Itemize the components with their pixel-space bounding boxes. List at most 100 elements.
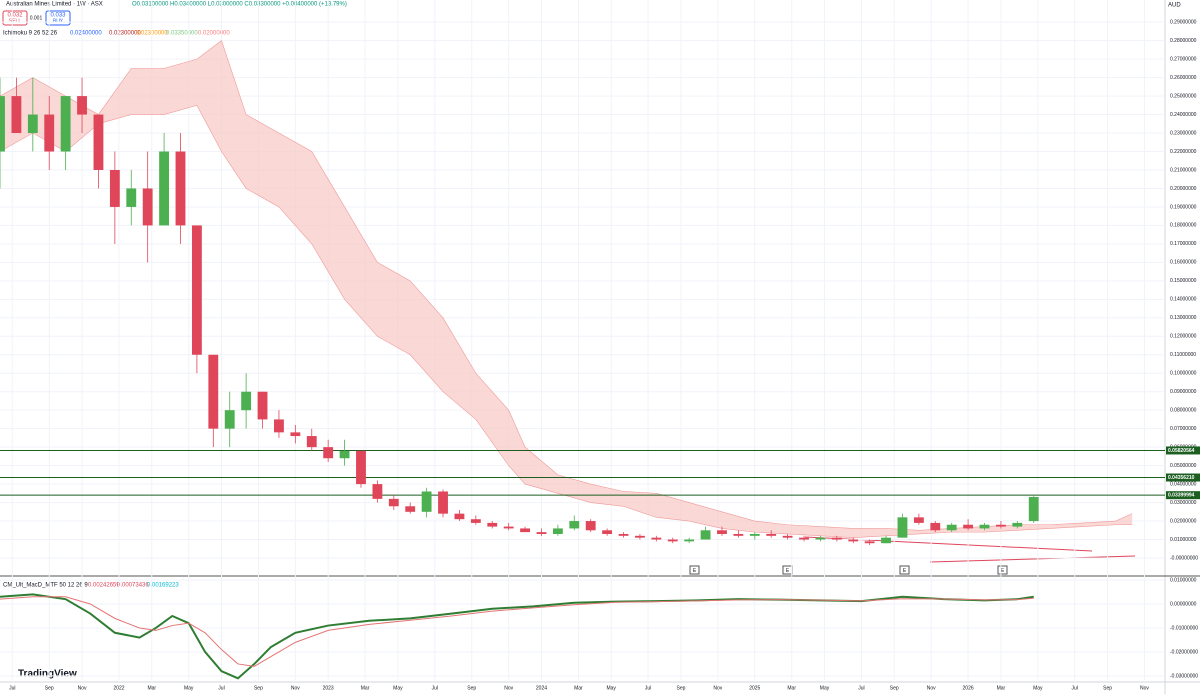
spread: 0.001 bbox=[30, 15, 43, 21]
y-tick-label: 0.23000000 bbox=[1170, 130, 1197, 136]
candle-body bbox=[44, 114, 55, 152]
event-box[interactable] bbox=[997, 565, 1008, 575]
y-tick-label: 0.03000000 bbox=[1170, 500, 1197, 506]
candle-body bbox=[487, 522, 498, 527]
indicator-value: 0.00169223 bbox=[147, 583, 179, 589]
y-tick-label: 0.27000000 bbox=[1170, 56, 1197, 62]
indicator-value: 0.03350000 bbox=[166, 31, 198, 37]
level-label-box bbox=[1166, 446, 1200, 455]
y-tick-label: 0.02000000 bbox=[1170, 518, 1197, 524]
y-tick-label: 0.24000000 bbox=[1170, 112, 1197, 118]
x-tick-label: May bbox=[606, 685, 616, 691]
candle-body bbox=[651, 537, 662, 540]
candle-body bbox=[503, 526, 514, 529]
y-tick-label: 0.19000000 bbox=[1170, 204, 1197, 210]
y-tick-label: 0.09000000 bbox=[1170, 389, 1197, 395]
candle-body bbox=[700, 530, 711, 540]
candle-body bbox=[979, 524, 990, 529]
sell-button[interactable] bbox=[2, 10, 28, 26]
buy-price: 0.033 bbox=[50, 13, 66, 19]
y-tick-label: 0.10000000 bbox=[1170, 371, 1197, 377]
candle-body bbox=[635, 535, 645, 538]
logo: TradingView bbox=[18, 669, 77, 680]
y-tick-label: 0.07000000 bbox=[1170, 426, 1197, 432]
header: Australian Mines Limited · 1W · ASX O0.0… bbox=[2, 2, 1181, 26]
indicator-name: CM_Ult_MacD_MTF 50 12 26 9 bbox=[3, 583, 88, 589]
level-label-box bbox=[1166, 473, 1200, 482]
candle-body bbox=[372, 484, 383, 499]
candle-body bbox=[766, 533, 777, 536]
event-label: E bbox=[693, 568, 697, 574]
level-label: 0.05820564 bbox=[1168, 448, 1195, 454]
sell-price: 0.032 bbox=[7, 13, 23, 19]
x-tick-label: Jul bbox=[1072, 685, 1078, 691]
y-tick-label: 0.16000000 bbox=[1170, 260, 1197, 266]
candle-body bbox=[749, 533, 760, 536]
trend-line bbox=[929, 555, 1136, 563]
event-box[interactable] bbox=[899, 565, 910, 575]
event-label: E bbox=[786, 568, 790, 574]
candle-body bbox=[585, 521, 596, 531]
y-tick-label: 0.01000000 bbox=[1170, 537, 1197, 543]
y-tick-label: 0.22000000 bbox=[1170, 149, 1197, 155]
candle-body bbox=[421, 491, 432, 512]
macd-legend: CM_Ult_MacD_MTF 50 12 26 9 0.00242659 0.… bbox=[3, 583, 179, 589]
level-label: 0.04356210 bbox=[1168, 475, 1195, 481]
candle-body bbox=[175, 151, 186, 226]
indicator-name: Ichimoku 9 26 52 26 bbox=[3, 31, 58, 37]
x-tick-label: Mar bbox=[997, 685, 1006, 691]
candle-body bbox=[963, 524, 974, 529]
candle-body bbox=[799, 537, 809, 540]
candle-body bbox=[306, 436, 317, 448]
x-tick-label: Sep bbox=[1103, 685, 1112, 691]
x-tick-label: 2026 bbox=[963, 685, 974, 691]
x-tick-label: Sep bbox=[890, 685, 899, 691]
candle-body bbox=[782, 535, 793, 538]
level-label-box bbox=[1166, 491, 1200, 500]
x-tick-label: Mar bbox=[361, 685, 370, 691]
y-tick-label: 0.00000000 bbox=[1170, 601, 1197, 607]
y-tick-label: -0.02000000 bbox=[1170, 649, 1198, 655]
candle-body bbox=[0, 96, 5, 152]
sell-label: SELL bbox=[9, 18, 21, 24]
candle-body bbox=[208, 354, 219, 429]
candle-body bbox=[1012, 522, 1023, 527]
y-tick-label: 0.11000000 bbox=[1170, 352, 1196, 358]
candle-body bbox=[569, 521, 580, 529]
y-tick-label: 0.28000000 bbox=[1170, 38, 1197, 44]
candle-body bbox=[388, 498, 399, 507]
buy-label: BUY bbox=[53, 18, 64, 24]
y-tick-label: -0.01000000 bbox=[1170, 625, 1198, 631]
candle-body bbox=[142, 188, 153, 226]
candle-body bbox=[552, 528, 563, 534]
y-tick-label: 0.08000000 bbox=[1170, 408, 1197, 414]
y-tick-label: 0.05000000 bbox=[1170, 463, 1197, 469]
candle-body bbox=[946, 524, 957, 531]
y-tick-label: 0.01000000 bbox=[1170, 577, 1197, 583]
event-box[interactable] bbox=[689, 565, 700, 575]
indicator-value: 0.02400000 bbox=[70, 31, 102, 37]
x-tick-label: Sep bbox=[254, 685, 263, 691]
y-tick-label: 0.12000000 bbox=[1170, 334, 1197, 340]
x-tick-label: Jul bbox=[645, 685, 651, 691]
x-tick-label: Nov bbox=[504, 685, 513, 691]
y-tick-label: 0.25000000 bbox=[1170, 93, 1197, 99]
y-tick-label: -0.03000000 bbox=[1170, 673, 1198, 679]
candle-body bbox=[602, 530, 613, 534]
x-tick-label: Sep bbox=[676, 685, 685, 691]
buy-button[interactable] bbox=[45, 10, 71, 26]
symbol-title: Australian Mines Limited · 1W · ASX bbox=[6, 2, 103, 8]
candle-body bbox=[257, 391, 268, 420]
ohlc: O0.03100000 H0.03400000 L0.03000000 C0.0… bbox=[132, 2, 347, 8]
x-tick-label: Jul bbox=[9, 685, 15, 691]
candle-body bbox=[11, 96, 22, 134]
candle-body bbox=[618, 533, 629, 536]
candle-body bbox=[717, 530, 727, 534]
x-tick-label: 2025 bbox=[749, 685, 760, 691]
candle-body bbox=[191, 225, 202, 355]
candle-body bbox=[848, 539, 859, 542]
candle-body bbox=[27, 114, 38, 134]
candle-body bbox=[470, 519, 481, 523]
